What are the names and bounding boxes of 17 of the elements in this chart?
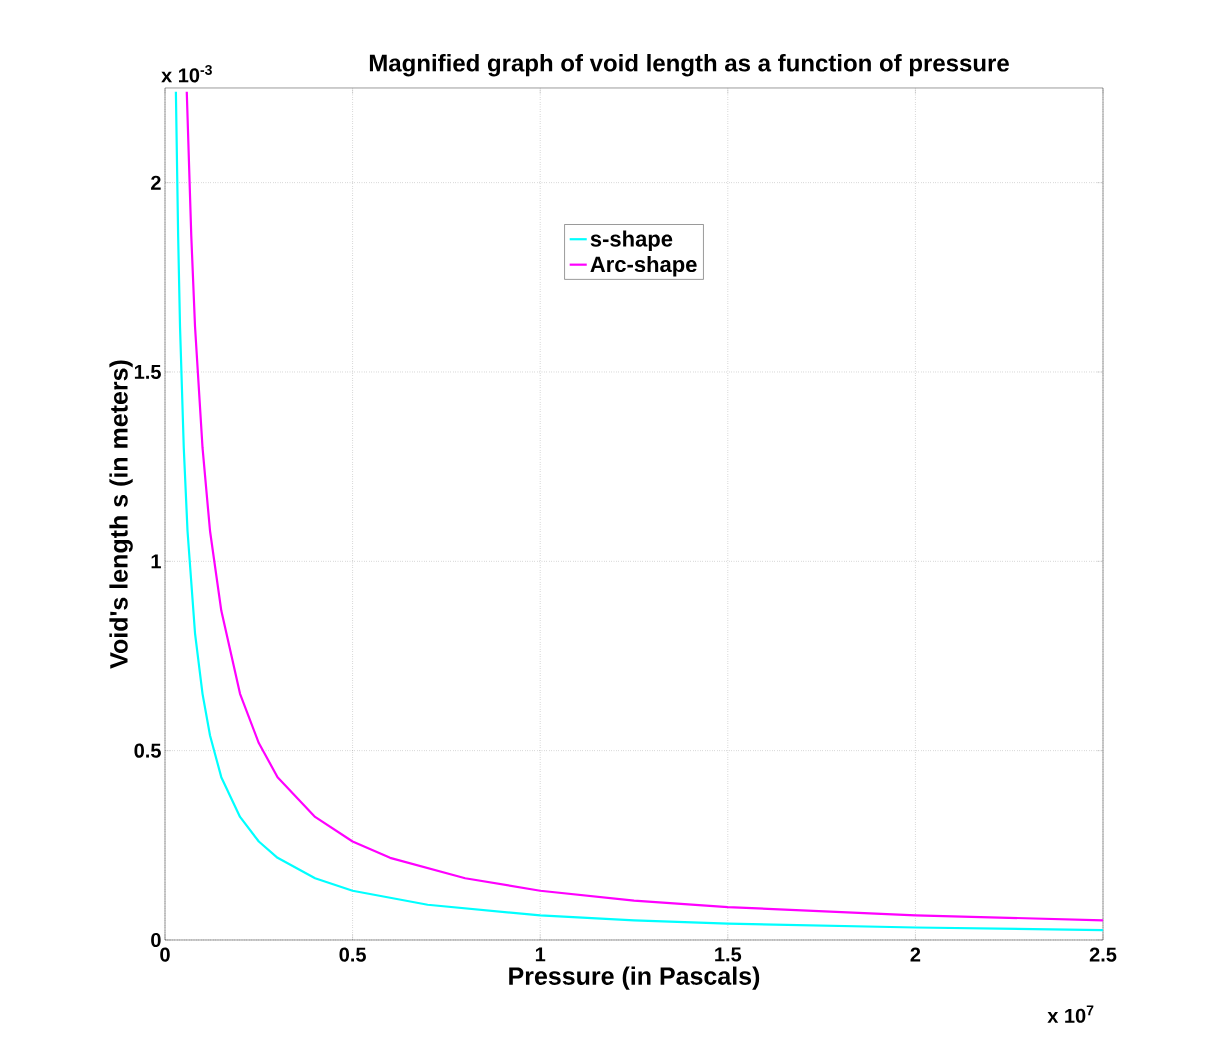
text: x 10$^{7}$ [1047, 1005, 1094, 1023]
y-tick-label: 0 [151, 932, 161, 948]
y-tick-label: 1 [151, 554, 161, 569]
legend-label: Arc-shape [590, 255, 697, 277]
legend-label: s-shape [590, 230, 673, 252]
x-axis-title: Pressure (in Pascals) [509, 966, 760, 990]
y-tick-label: 0.5 [134, 743, 161, 758]
x-tick-label: 0.5 [339, 947, 366, 962]
y-axis-title: Void's length s (in meters) [109, 360, 133, 669]
y-tick-label: 2 [151, 175, 161, 190]
x-tick-label: 1.5 [715, 947, 742, 962]
chart-title: Magnified graph of void length as a function of pressure [369, 53, 1009, 77]
y-tick-label: 1.5 [134, 365, 161, 379]
x-tick-label: 2 [910, 947, 921, 962]
text: x 10$^{-3}$ [161, 64, 212, 83]
x-tick-label: 2.5 [1089, 947, 1117, 962]
x-tick-label: 1 [535, 947, 546, 962]
